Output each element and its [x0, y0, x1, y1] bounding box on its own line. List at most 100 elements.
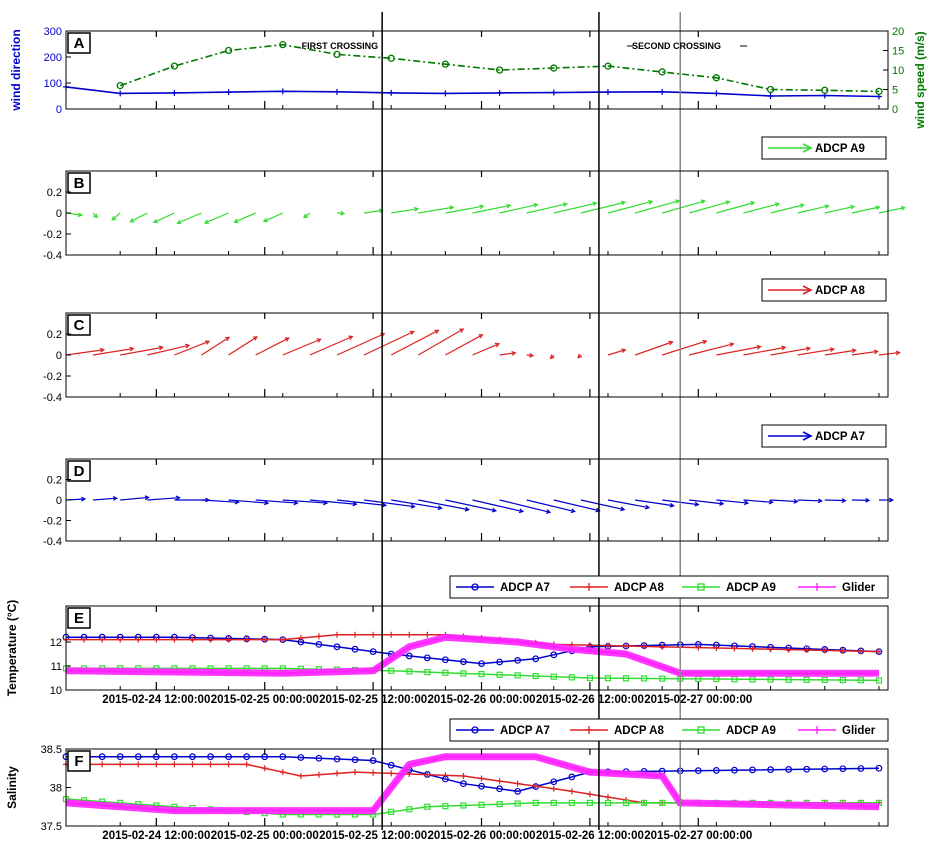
crossing-annotation-2: SECOND CROSSING	[632, 41, 721, 51]
data-point	[478, 775, 485, 782]
data-point	[460, 670, 467, 677]
data-point	[460, 802, 467, 809]
y-tick-label: -0.4	[43, 392, 62, 404]
data-point	[153, 761, 160, 768]
current-vector	[689, 499, 724, 505]
panel-label-a: A	[74, 35, 85, 52]
current-vector-head	[562, 202, 569, 207]
data-point	[405, 652, 413, 660]
panel-label-box-f	[67, 750, 91, 772]
y-axis-label-left: wind direction	[9, 29, 23, 111]
data-point	[460, 658, 467, 666]
legend-arrow-head	[802, 285, 813, 295]
data-point	[207, 753, 214, 761]
current-vector-head	[675, 199, 681, 204]
data-point	[875, 648, 882, 655]
y-tick-label: 0	[56, 208, 62, 220]
data-point	[496, 785, 503, 793]
current-vector	[689, 201, 730, 214]
current-vector-head	[668, 340, 674, 346]
current-vector-head	[99, 347, 106, 353]
legend-label: Glider	[842, 582, 876, 594]
data-point	[767, 766, 774, 774]
current-vector-head	[284, 337, 290, 342]
data-point	[225, 636, 232, 643]
current-vector	[391, 499, 442, 509]
current-vector	[472, 499, 524, 513]
data-point	[821, 676, 828, 684]
current-vector-head	[413, 206, 420, 212]
panel-label-e: E	[74, 610, 84, 627]
data-point	[550, 673, 557, 680]
current-vector-head	[262, 217, 268, 223]
wind-speed-point	[170, 62, 179, 70]
data-point	[767, 646, 774, 653]
current-vector-head	[144, 495, 150, 501]
current-vector-head	[545, 509, 552, 514]
data-point	[406, 668, 413, 675]
current-vector-head	[81, 496, 87, 502]
current-vector	[472, 204, 511, 214]
wind-speed-point	[604, 62, 612, 70]
data-point	[261, 636, 268, 643]
x-tick-label: 2015-02-24 12:00:00	[102, 694, 210, 706]
current-vector-head	[175, 495, 181, 501]
current-vector	[824, 205, 855, 214]
current-vector-head	[533, 202, 539, 208]
data-point	[875, 677, 883, 684]
data-point	[171, 761, 178, 768]
data-point	[712, 767, 720, 774]
y-tick-label: -0.2	[43, 516, 62, 528]
wind-direction-point	[659, 88, 666, 95]
current-vector	[65, 349, 104, 356]
x-tick-label: 2015-02-25 00:00:00	[211, 694, 319, 706]
y-tick-label: 11	[51, 661, 62, 673]
y-tick-label: 37.5	[41, 821, 62, 833]
y-tick-label: 0	[56, 350, 62, 362]
legend-label: ADCP A7	[815, 431, 865, 443]
data-point	[243, 761, 250, 768]
current-vector	[263, 212, 284, 222]
legend-box-c	[761, 278, 887, 302]
y-tick-label-left: 100	[44, 78, 62, 90]
y-tick-label: 38.5	[41, 744, 62, 756]
current-vector-head	[702, 339, 708, 345]
data-point	[659, 675, 666, 682]
current-vector	[147, 497, 180, 501]
wind-speed-point	[550, 64, 558, 72]
current-vector	[770, 347, 811, 356]
y-tick-label: -0.2	[43, 229, 62, 241]
current-vector	[553, 202, 597, 214]
data-point	[857, 765, 865, 772]
y-tick-label: -0.2	[43, 371, 62, 383]
current-vector	[716, 499, 748, 504]
current-vector-head	[129, 346, 135, 352]
legend-label: ADCP A8	[614, 582, 664, 594]
data-point	[189, 761, 196, 768]
current-vector	[499, 499, 551, 513]
data-point	[749, 676, 756, 683]
current-vector-head	[303, 213, 308, 219]
data-point	[532, 799, 539, 807]
wind-series-speed-line	[119, 43, 880, 93]
wind-direction-point	[550, 89, 557, 96]
plot-frame-e	[65, 605, 889, 691]
panel-label-box-e	[67, 607, 91, 629]
current-vector	[878, 206, 905, 214]
legend-marker	[471, 583, 479, 591]
legend-box-d	[761, 424, 887, 448]
legend-box-b	[761, 136, 887, 160]
glider-line	[65, 755, 880, 812]
legend-label: ADCP A9	[726, 725, 776, 737]
legend-label: ADCP A9	[815, 143, 865, 155]
y-tick-label: -0.4	[43, 536, 62, 548]
data-point	[243, 753, 251, 761]
y-tick-label: 12	[50, 637, 62, 649]
y-axis-label: Temperature (°C)	[5, 600, 19, 697]
current-vector-head	[478, 334, 484, 339]
current-vector-head	[340, 210, 346, 216]
current-vector-head	[176, 219, 182, 225]
data-point	[333, 631, 340, 638]
current-vector	[526, 499, 575, 513]
